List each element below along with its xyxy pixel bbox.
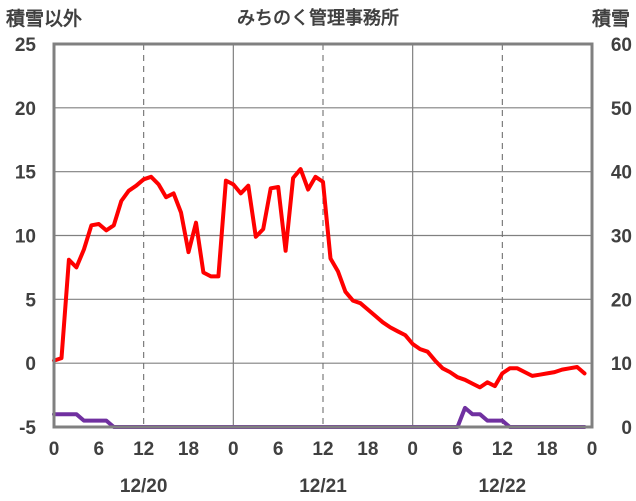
x-tick-label: 18: [537, 439, 558, 460]
x-tick-label: 12: [312, 439, 333, 460]
y-left-tick-label: 10: [15, 227, 36, 248]
series-line-left: [52, 167, 587, 390]
y-left-axis-label: 積雪以外: [6, 8, 83, 30]
y-right-tick-label: 10: [611, 354, 632, 375]
y-right-tick-label: 50: [611, 99, 632, 120]
date-label: 12/22: [479, 476, 527, 497]
x-tick-label: 6: [94, 439, 105, 460]
x-tick-label: 0: [228, 439, 239, 460]
x-tick-label: 6: [273, 439, 284, 460]
y-right-tick-label: 30: [611, 227, 632, 248]
y-left-tick-label: 20: [15, 99, 36, 120]
plot-frame: [52, 42, 594, 429]
y-left-tick-label: 5: [25, 290, 36, 311]
x-tick-label: 18: [178, 439, 199, 460]
y-left-tick-label: 25: [15, 35, 37, 56]
y-right-tick-label: 20: [611, 290, 632, 311]
y-left-tick-label: -5: [19, 418, 36, 439]
x-tick-label: 18: [357, 439, 378, 460]
y-right-tick-label: 40: [611, 163, 632, 184]
x-tick-label: 6: [452, 439, 463, 460]
date-label: 12/21: [299, 476, 347, 497]
x-tick-label: 0: [49, 439, 60, 460]
y-right-tick-label: 0: [621, 418, 632, 439]
x-tick-label: 12: [133, 439, 154, 460]
x-tick-label: 0: [407, 439, 418, 460]
x-tick-label: 0: [587, 439, 598, 460]
x-tick-label: 12: [492, 439, 513, 460]
y-left-tick-label: 0: [25, 354, 36, 375]
y-right-axis-label: 積雪: [591, 8, 630, 30]
chart-title: みちのく管理事務所: [237, 8, 399, 29]
y-right-tick-label: 60: [611, 35, 632, 56]
series-line-right: [52, 405, 587, 429]
y-left-tick-label: 15: [15, 163, 37, 184]
date-label: 12/20: [120, 476, 168, 497]
